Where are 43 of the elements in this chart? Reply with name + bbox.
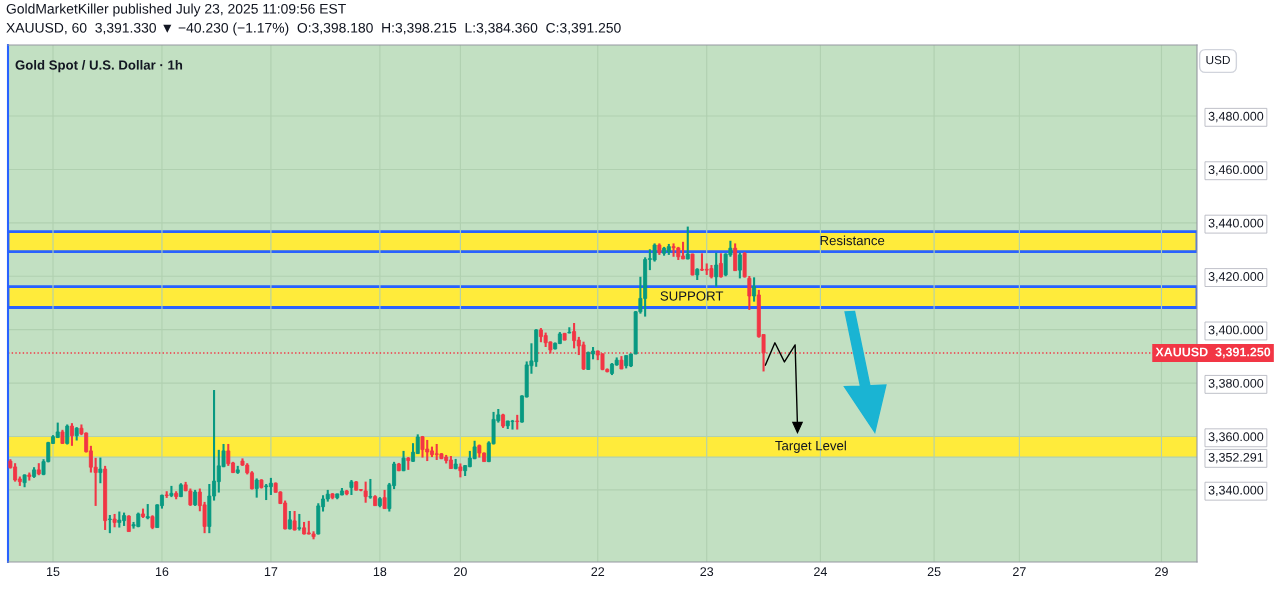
candlestick: [567, 326, 572, 335]
candlestick: [510, 418, 515, 431]
y-tick-label: 3,460.000: [1208, 165, 1264, 176]
x-tick-label: 24: [814, 567, 827, 576]
candlestick: [292, 509, 297, 532]
band-label: SUPPORT: [660, 291, 724, 301]
candlestick: [690, 252, 695, 277]
y-tick-label: 3,340.000: [1208, 485, 1264, 497]
chart-subtitle: XAUUSD, 60 3,391.330 ▼ −40.230 (−1.17%) O:3,398.180 H:3,398.215 L:3,384.360 C:3,391.250: [6, 22, 621, 36]
y-tick-label: 3,440.000: [1208, 218, 1264, 229]
y-tick-label: 3,400.000: [1208, 325, 1264, 336]
x-tick-label: 22: [591, 567, 605, 576]
candlestick: [619, 355, 624, 371]
x-tick-label: 23: [700, 567, 714, 577]
candlestick: [27, 471, 32, 482]
candlestick: [117, 510, 122, 529]
candlestick: [344, 488, 349, 497]
x-tick-label: 16: [155, 567, 169, 577]
x-tick-label: 18: [373, 567, 387, 577]
candlestick: [297, 512, 302, 532]
y-tick-label: 3,360.000: [1208, 432, 1264, 443]
y-tick-label: 3,380.000: [1208, 378, 1264, 390]
band-label: Target Level: [775, 440, 846, 453]
y-tick-label: 3,420.000: [1208, 272, 1264, 283]
candlestick: [354, 480, 359, 492]
candlestick: [98, 456, 103, 485]
y-tick-label: 3,352.291: [1208, 452, 1264, 464]
x-tick-label: 25: [927, 567, 941, 577]
candlestick: [112, 512, 117, 529]
candlestick: [126, 514, 131, 533]
y-tick-label: 3,480.000: [1208, 111, 1264, 123]
candlestick: [368, 477, 373, 500]
ref-line-label: XAUUSD 3,391.250: [1155, 347, 1271, 359]
x-tick-label: 29: [1155, 567, 1168, 577]
x-tick-label: 20: [454, 567, 467, 577]
x-tick-label: 15: [47, 567, 60, 577]
x-tick-label: 27: [1013, 567, 1026, 576]
x-tick-label: 17: [264, 567, 278, 576]
text: Gold Spot / U.S. Dollar · 1h: [15, 60, 183, 73]
text: USD: [1206, 55, 1230, 65]
band-label: Resistance: [820, 235, 885, 246]
candlestick: [164, 490, 169, 499]
text: GoldMarketKiller published July 23, 2025 11:09:56 EST: [6, 3, 346, 17]
